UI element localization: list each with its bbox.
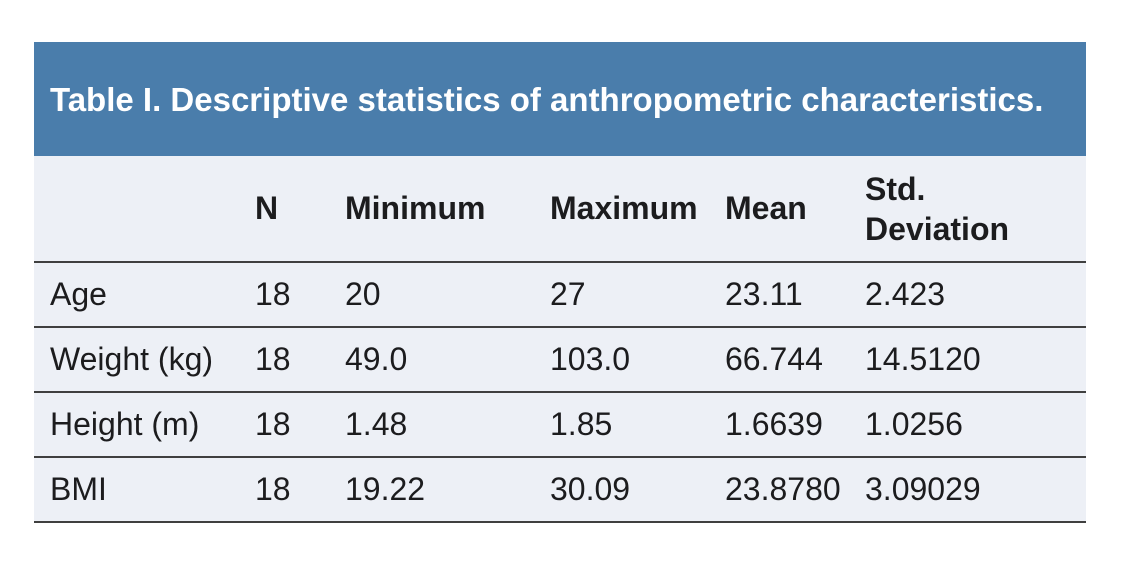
column-header-blank	[34, 156, 239, 263]
cell-std-deviation: 3.09029	[849, 457, 1086, 523]
cell-mean: 23.11	[709, 262, 849, 328]
row-label: Weight (kg)	[34, 327, 239, 393]
cell-mean: 1.6639	[709, 392, 849, 458]
cell-n: 18	[239, 327, 329, 393]
column-header-mean: Mean	[709, 156, 849, 263]
table-row-age: Age 18 20 27 23.11 2.423	[34, 262, 1086, 328]
cell-mean: 23.8780	[709, 457, 849, 523]
column-header-n: N	[239, 156, 329, 263]
std-header-line-1: Std.	[865, 170, 926, 207]
cell-maximum: 30.09	[534, 457, 709, 523]
cell-n: 18	[239, 392, 329, 458]
cell-maximum: 27	[534, 262, 709, 328]
std-header-line-2: Deviation	[865, 210, 1010, 247]
cell-std-deviation: 14.5120	[849, 327, 1086, 393]
cell-mean: 66.744	[709, 327, 849, 393]
cell-n: 18	[239, 262, 329, 328]
cell-minimum: 20	[329, 262, 534, 328]
cell-minimum: 49.0	[329, 327, 534, 393]
row-label: Height (m)	[34, 392, 239, 458]
cell-maximum: 103.0	[534, 327, 709, 393]
statistics-table-figure: Table I. Descriptive statistics of anthr…	[34, 42, 1086, 523]
row-label: Age	[34, 262, 239, 328]
table-row-weight: Weight (kg) 18 49.0 103.0 66.744 14.5120	[34, 327, 1086, 393]
table-row-height: Height (m) 18 1.48 1.85 1.6639 1.0256	[34, 392, 1086, 458]
cell-minimum: 1.48	[329, 392, 534, 458]
table-title: Table I. Descriptive statistics of anthr…	[50, 80, 1044, 118]
column-header-maximum: Maximum	[534, 156, 709, 263]
cell-maximum: 1.85	[534, 392, 709, 458]
table-title-bar: Table I. Descriptive statistics of anthr…	[34, 42, 1086, 156]
descriptive-statistics-table: N Minimum Maximum Mean Std. Deviation Ag…	[34, 156, 1086, 523]
header-row: N Minimum Maximum Mean Std. Deviation	[34, 156, 1086, 263]
cell-std-deviation: 1.0256	[849, 392, 1086, 458]
cell-minimum: 19.22	[329, 457, 534, 523]
cell-n: 18	[239, 457, 329, 523]
column-header-minimum: Minimum	[329, 156, 534, 263]
column-header-std-deviation: Std. Deviation	[849, 156, 1086, 263]
table-row-bmi: BMI 18 19.22 30.09 23.8780 3.09029	[34, 457, 1086, 523]
row-label: BMI	[34, 457, 239, 523]
cell-std-deviation: 2.423	[849, 262, 1086, 328]
